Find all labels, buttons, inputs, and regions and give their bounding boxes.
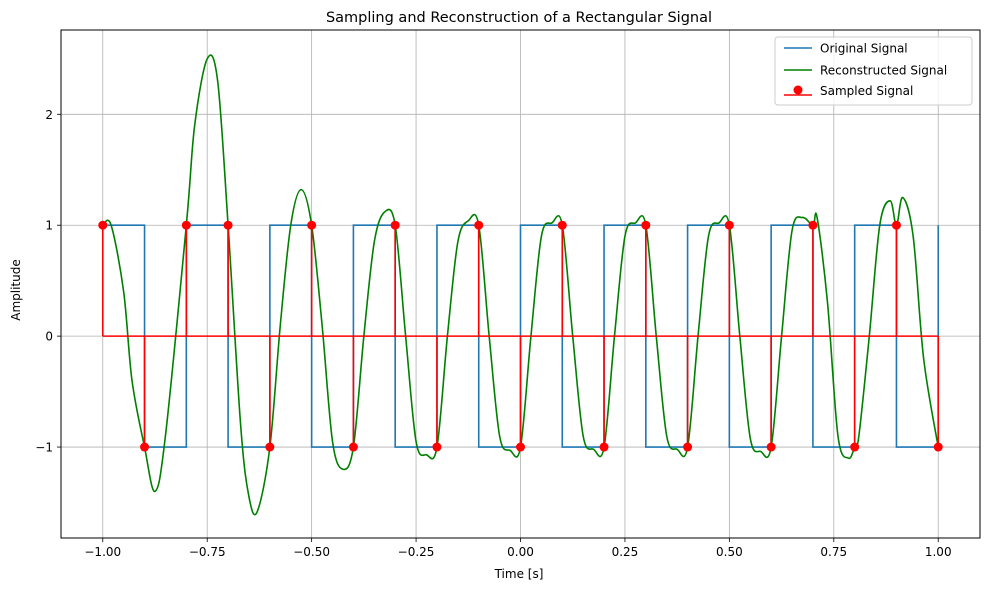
y-tick-label: 1: [45, 219, 53, 233]
sample-point: [808, 220, 818, 230]
x-axis: −1.00 −0.75 −0.50 −0.25 0.00 0.25 0.50 0.75 1.00: [84, 538, 952, 559]
x-tick-label: −0.25: [398, 545, 435, 559]
sample-point: [683, 442, 693, 452]
legend-box: [774, 36, 973, 106]
sample-point: [307, 220, 317, 230]
sample-point: [390, 220, 400, 230]
plot-frame: [60, 29, 981, 539]
legend-label-reconstructed: Reconstructed Signal: [820, 64, 947, 78]
sample-point: [599, 442, 609, 452]
sample-point: [432, 442, 442, 452]
sample-point: [348, 442, 358, 452]
x-axis-label: Time [s]: [494, 567, 544, 581]
y-tick-label: 2: [45, 108, 53, 122]
sample-point: [223, 220, 233, 230]
sample-point: [724, 220, 734, 230]
y-tick-label: 0: [45, 330, 53, 344]
sample-point: [181, 220, 191, 230]
y-tick-label: −1: [35, 441, 53, 455]
legend-label-original: Original Signal: [820, 42, 908, 56]
x-tick-label: −1.00: [84, 545, 121, 559]
sample-point: [766, 442, 776, 452]
y-axis-label: Amplitude: [9, 259, 23, 321]
chart-title: Sampling and Reconstruction of a Rectang…: [326, 10, 712, 26]
x-tick-label: 1.00: [925, 545, 952, 559]
x-tick-label: −0.50: [293, 545, 330, 559]
sample-point: [850, 442, 860, 452]
sample-point: [933, 442, 943, 452]
x-tick-label: 0.00: [507, 545, 534, 559]
sample-point: [140, 442, 150, 452]
sample-point: [265, 442, 275, 452]
sample-point: [474, 220, 484, 230]
x-tick-label: 0.50: [716, 545, 743, 559]
legend-swatch-sampled-marker: [793, 85, 803, 95]
sample-point: [641, 220, 651, 230]
sample-point: [516, 442, 525, 452]
x-tick-label: 0.75: [820, 545, 847, 559]
plot-area: [98, 54, 943, 516]
x-tick-label: 0.25: [612, 545, 639, 559]
x-tick-label: −0.75: [189, 545, 226, 559]
y-axis: −1 0 1 2: [35, 108, 61, 455]
legend-label-sampled: Sampled Signal: [820, 84, 913, 98]
sample-point: [891, 220, 901, 230]
legend: Original Signal Reconstructed Signal Sam…: [774, 36, 973, 106]
sample-point: [98, 220, 108, 230]
sample-point: [557, 220, 567, 230]
